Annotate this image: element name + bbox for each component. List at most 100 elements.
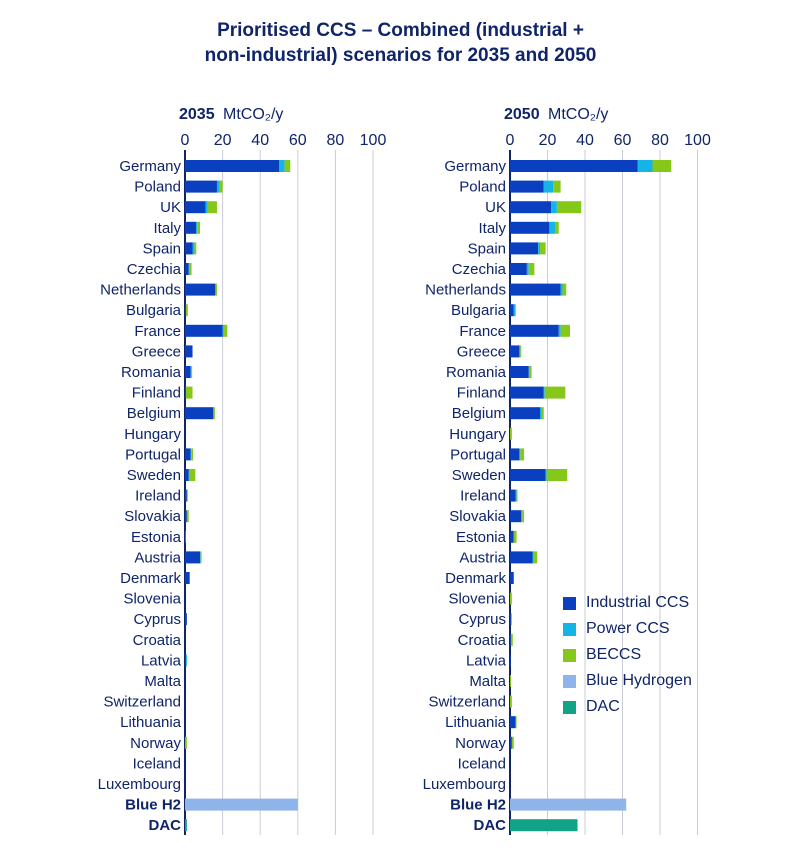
legend-item-beccs: BECCS: [563, 642, 692, 668]
category-label-luxembourg: Luxembourg: [423, 776, 506, 793]
bar-2035-blue-h2-blue-hydrogen: [185, 798, 298, 811]
bar-2050-czechia-power-ccs: [526, 263, 529, 275]
bar-2035-france-power-ccs: [222, 324, 224, 337]
x-tick-label-80: 80: [327, 132, 345, 149]
x-tick-label-20: 20: [539, 132, 557, 149]
bar-2035-uk-industrial-ccs: [185, 201, 206, 214]
bar-2035-germany-beccs: [284, 160, 291, 172]
bar-2050-netherlands-power-ccs: [560, 283, 563, 296]
legend-item-blue-hydrogen: Blue Hydrogen: [563, 668, 692, 694]
bar-2050-austria-power-ccs: [532, 551, 534, 564]
bar-2035-romania-power-ccs: [190, 366, 192, 378]
bar-2050-finland-beccs: [544, 386, 566, 399]
legend-label: DAC: [586, 698, 620, 715]
bar-2050-italy-beccs: [555, 221, 559, 234]
bar-2050-lithuania-industrial-ccs: [510, 716, 516, 729]
bar-2035-bulgaria-industrial-ccs: [185, 304, 186, 317]
category-label-france: France: [459, 323, 506, 340]
legend-swatch-blue-hydrogen: [563, 674, 576, 688]
x-tick-label-80: 80: [651, 132, 669, 149]
category-label-sweden: Sweden: [452, 467, 506, 484]
legend-swatch-dac: [563, 700, 576, 714]
bar-2035-austria-industrial-ccs: [185, 551, 201, 564]
category-label-greece: Greece: [132, 343, 181, 360]
category-label-bulgaria: Bulgaria: [126, 302, 182, 319]
category-label-germany: Germany: [119, 158, 181, 175]
x-tick-label-0: 0: [506, 132, 515, 149]
category-label-uk: UK: [485, 199, 506, 216]
category-label-czechia: Czechia: [452, 261, 507, 278]
category-label-italy: Italy: [153, 220, 181, 237]
category-label-netherlands: Netherlands: [100, 282, 181, 299]
category-label-estonia: Estonia: [456, 529, 507, 546]
bar-2050-belgium-industrial-ccs: [510, 407, 540, 420]
category-label-sweden: Sweden: [127, 467, 181, 484]
category-label-netherlands: Netherlands: [425, 282, 506, 299]
bar-2035-portugal-industrial-ccs: [185, 448, 191, 461]
category-label-dac: DAC: [474, 817, 507, 834]
bar-2035-sweden-industrial-ccs: [185, 469, 189, 481]
bar-2050-poland-industrial-ccs: [510, 180, 544, 193]
bar-2035-dac-dac: [185, 819, 187, 832]
bar-2035-bulgaria-beccs: [185, 304, 188, 317]
legend-label: Power CCS: [586, 620, 670, 637]
bar-2050-croatia-industrial-ccs: [510, 633, 511, 646]
panel-2035-unit-label: MtCO₂/y: [223, 106, 283, 123]
bar-2050-sweden-industrial-ccs: [510, 469, 546, 481]
category-label-slovenia: Slovenia: [448, 591, 506, 608]
bar-2050-finland-industrial-ccs: [510, 386, 544, 399]
bar-2050-france-industrial-ccs: [510, 324, 559, 337]
bar-2035-ireland-industrial-ccs: [185, 489, 187, 502]
category-label-latvia: Latvia: [141, 652, 182, 669]
category-label-hungary: Hungary: [124, 426, 181, 443]
legend-swatch-power-ccs: [563, 622, 576, 636]
bar-2050-cyprus-beccs: [510, 613, 512, 626]
category-label-ireland: Ireland: [460, 488, 506, 505]
category-label-poland: Poland: [134, 179, 181, 196]
bar-2050-uk-industrial-ccs: [510, 201, 552, 214]
bar-2050-slovakia-beccs: [522, 510, 525, 523]
bar-2035-poland-power-ccs: [216, 180, 220, 193]
bar-2050-slovenia-beccs: [510, 592, 512, 605]
legend-swatch-industrial-ccs: [563, 596, 576, 610]
category-label-norway: Norway: [455, 735, 506, 752]
bar-2050-portugal-industrial-ccs: [510, 448, 520, 461]
bar-2035-belgium-beccs: [214, 407, 216, 420]
bar-2035-estonia-beccs: [185, 530, 186, 543]
bar-2035-poland-industrial-ccs: [185, 180, 217, 193]
bar-2035-spain-beccs: [194, 242, 197, 255]
bar-2050-romania-power-ccs: [528, 366, 530, 378]
bar-2050-belgium-power-ccs: [540, 407, 542, 420]
category-label-slovakia: Slovakia: [449, 508, 506, 525]
legend-item-power-ccs: Power CCS: [563, 616, 692, 642]
bar-2050-austria-industrial-ccs: [510, 551, 533, 564]
bar-2050-lithuania-beccs: [515, 716, 517, 729]
bar-2050-ireland-beccs: [516, 489, 518, 502]
bar-2035-uk-power-ccs: [205, 201, 208, 214]
panel-2050-year-label: 2050: [504, 106, 540, 123]
bar-2050-germany-power-ccs: [637, 160, 653, 172]
bar-2050-germany-beccs: [652, 160, 672, 172]
bar-2050-ireland-industrial-ccs: [510, 489, 516, 502]
bar-2035-belgium-industrial-ccs: [185, 407, 214, 420]
bar-2050-norway-industrial-ccs: [510, 736, 512, 749]
bar-2050-bulgaria-power-ccs: [513, 304, 516, 317]
bar-2035-romania-industrial-ccs: [185, 366, 191, 378]
bar-2035-norway-beccs: [185, 736, 187, 749]
bar-2035-finland-beccs: [185, 386, 193, 399]
bar-2050-latvia-industrial-ccs: [510, 654, 511, 667]
bar-2050-estonia-industrial-ccs: [510, 530, 514, 543]
legend-item-dac: DAC: [563, 694, 692, 720]
bar-2035-romania-beccs: [191, 366, 193, 378]
bar-2050-croatia-beccs: [510, 633, 513, 646]
bar-2050-poland-power-ccs: [543, 180, 554, 193]
bar-2050-spain-beccs: [540, 242, 546, 255]
bar-2035-germany-power-ccs: [279, 160, 285, 172]
bar-2050-sweden-beccs: [546, 469, 568, 481]
bar-2035-austria-power-ccs: [200, 551, 201, 564]
category-label-finland: Finland: [457, 385, 506, 402]
category-label-denmark: Denmark: [445, 570, 506, 587]
x-tick-label-40: 40: [251, 132, 269, 149]
bar-2035-netherlands-power-ccs: [215, 283, 217, 296]
category-label-latvia: Latvia: [466, 652, 507, 669]
